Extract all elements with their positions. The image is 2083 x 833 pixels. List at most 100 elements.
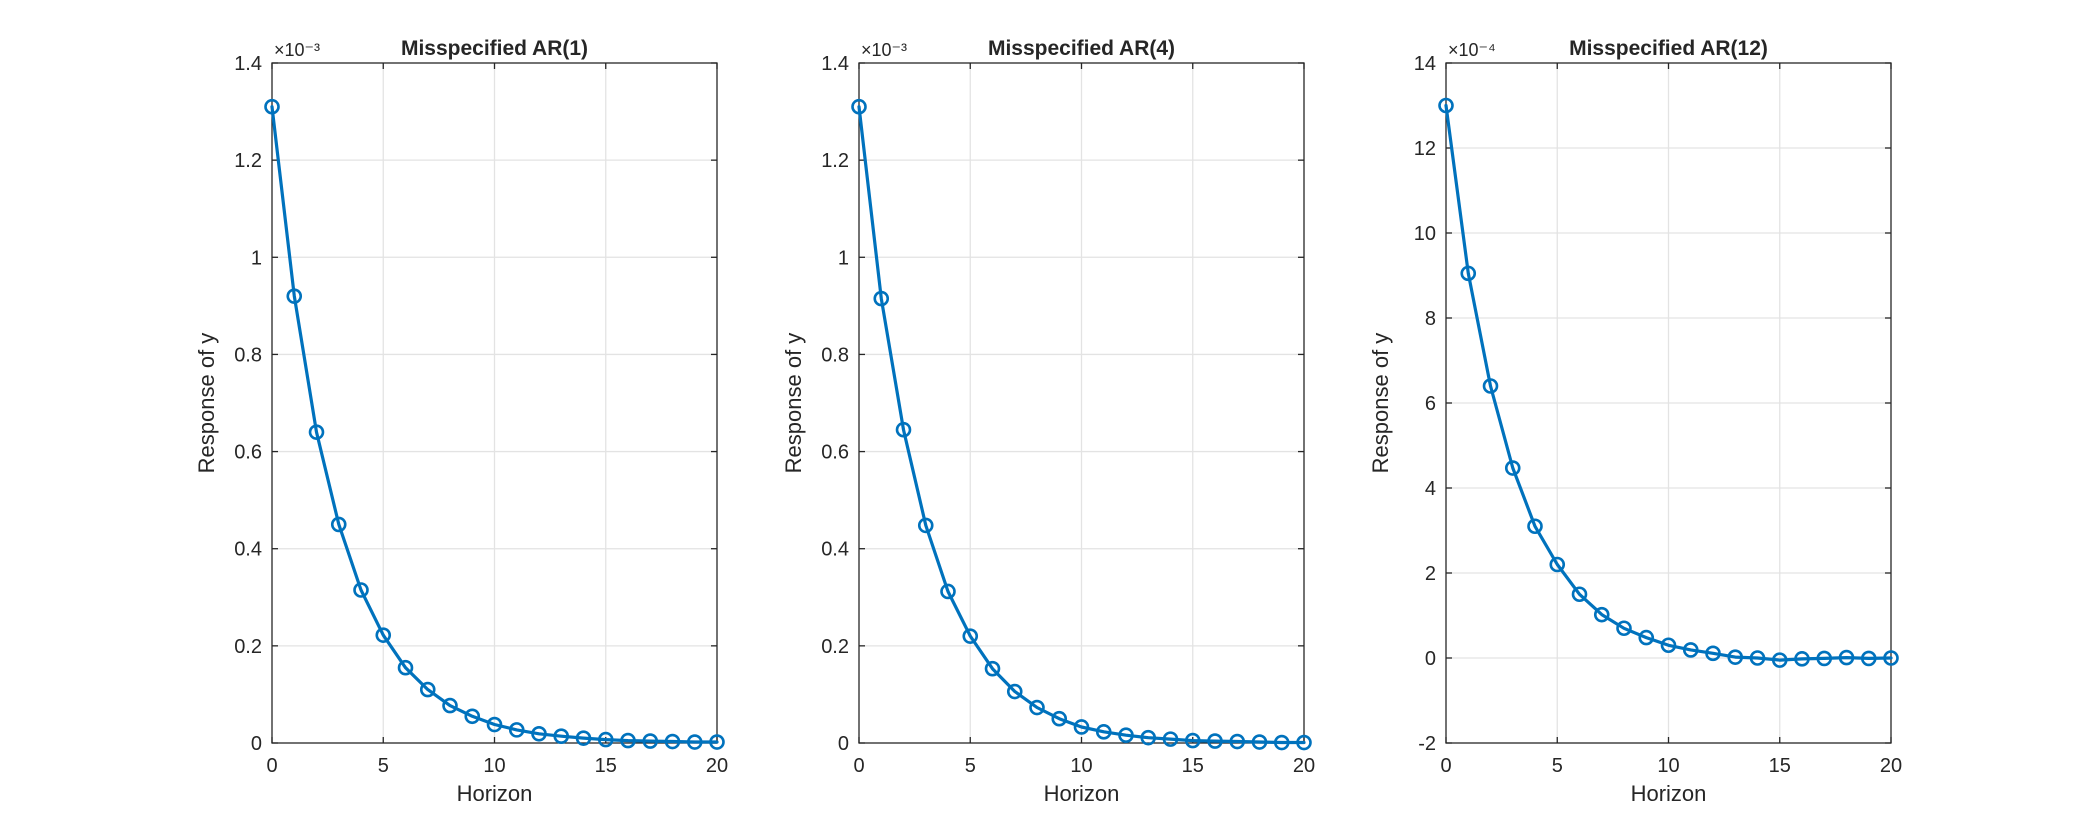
data-point	[375, 627, 392, 643]
chart-title: Misspecified AR(1)	[401, 37, 588, 60]
y-tick-label: 12	[1414, 138, 1436, 160]
y-tick-label: 1	[251, 247, 262, 269]
data-point	[1705, 645, 1721, 662]
data-point	[1296, 734, 1312, 751]
data-point	[1749, 650, 1766, 666]
data-point	[1482, 378, 1499, 394]
data-point	[1006, 683, 1023, 700]
grid	[272, 63, 717, 743]
y-axis-label: Response of y	[194, 333, 219, 474]
chart-panel-2: 0 5 10 15 20 0 0.2 0.4 0.6 0.8 1 1.2 1.4 ×10⁻³ Misspec…	[781, 37, 1315, 806]
y-tick-label: 0	[1425, 648, 1436, 670]
grid	[1446, 63, 1891, 743]
x-tick-label: 15	[595, 755, 617, 777]
y-tick-label: 0.4	[234, 539, 262, 561]
data-point	[962, 628, 979, 644]
data-point	[1029, 699, 1045, 716]
x-tick-label: 0	[1440, 755, 1451, 777]
data-point	[553, 728, 570, 745]
data-point	[597, 731, 614, 748]
y-tick-label: 0	[838, 733, 849, 755]
x-tick-label: 15	[1182, 755, 1204, 777]
data-point	[1816, 650, 1833, 667]
y-exponent-label: ×10⁻⁴	[1448, 40, 1496, 60]
data-point	[264, 98, 280, 115]
x-axis-label: Horizon	[1631, 781, 1707, 806]
data-point	[486, 716, 503, 733]
data-point	[1073, 719, 1090, 735]
y-tick-label: 10	[1414, 223, 1436, 245]
y-tick-label: 1	[838, 247, 849, 269]
grid	[859, 63, 1304, 743]
y-tick-label: 0.2	[234, 636, 262, 658]
data-point	[1660, 637, 1677, 654]
data-point	[709, 734, 725, 750]
data-point	[1051, 710, 1068, 727]
data-point	[575, 730, 592, 746]
x-tick-label: 15	[1769, 755, 1791, 777]
data-point	[1549, 556, 1566, 573]
y-tick-label: 0.2	[821, 636, 849, 658]
data-point	[1571, 586, 1588, 603]
y-tick-label: 1.4	[234, 53, 262, 75]
y-tick-label: 0.8	[821, 344, 849, 366]
x-tick-label: 20	[1880, 755, 1902, 777]
x-axis-label: Horizon	[1044, 781, 1120, 806]
data-point	[1504, 460, 1521, 476]
data-point	[686, 734, 703, 750]
data-point	[308, 424, 325, 440]
y-tick-label: 1.2	[821, 150, 849, 172]
data-point	[531, 725, 547, 742]
data-point	[917, 517, 934, 534]
x-tick-label: 10	[483, 755, 505, 777]
data-point	[1682, 642, 1699, 658]
y-tick-label: 0.6	[234, 442, 262, 464]
x-tick-label: 0	[853, 755, 864, 777]
data-point	[984, 660, 1001, 677]
x-tick-label: 10	[1657, 755, 1679, 777]
data-point	[873, 290, 890, 307]
chart-title: Misspecified AR(4)	[988, 37, 1175, 60]
chart-panel-1: 0 5 10 15 20 0 0.2 0.4 0.6 0.8 1 1.2 1.4 ×10⁻³ Misspec…	[194, 37, 728, 806]
y-axis-label: Response of y	[1368, 333, 1393, 474]
y-exponent-label: ×10⁻³	[861, 40, 907, 60]
data-point	[1140, 729, 1157, 746]
y-tick-label: 0.8	[234, 344, 262, 366]
data-point	[642, 733, 659, 749]
data-point	[1229, 733, 1246, 750]
data-point	[940, 583, 956, 600]
data-point	[851, 98, 867, 115]
data-point	[397, 659, 414, 676]
data-point	[1593, 606, 1610, 623]
data-point	[1162, 731, 1179, 747]
data-point	[1095, 724, 1112, 740]
y-tick-label: 1.2	[234, 150, 262, 172]
data-point	[1794, 651, 1810, 667]
data-point	[620, 732, 636, 749]
data-point	[1771, 652, 1788, 668]
data-point	[286, 288, 303, 304]
x-tick-label: 0	[266, 755, 277, 777]
x-axis-label: Horizon	[457, 781, 533, 806]
data-point	[1616, 620, 1632, 637]
y-exponent-label: ×10⁻³	[274, 40, 320, 60]
data-point	[1460, 265, 1477, 282]
data-point	[895, 421, 912, 438]
data-point	[1438, 97, 1454, 114]
x-tick-label: 10	[1070, 755, 1092, 777]
data-point	[1184, 732, 1201, 749]
x-tick-label: 20	[706, 755, 728, 777]
data-point	[1207, 733, 1223, 749]
data-point	[1860, 650, 1877, 667]
x-tick-label: 5	[1552, 755, 1563, 777]
data-point	[1118, 727, 1134, 744]
y-tick-label: 4	[1425, 478, 1436, 500]
y-tick-label: 1.4	[821, 53, 849, 75]
chart-title: Misspecified AR(12)	[1569, 37, 1768, 60]
x-tick-label: 5	[378, 755, 389, 777]
data-point	[419, 681, 436, 698]
data-point	[1527, 518, 1543, 535]
y-tick-label: 6	[1425, 393, 1436, 415]
